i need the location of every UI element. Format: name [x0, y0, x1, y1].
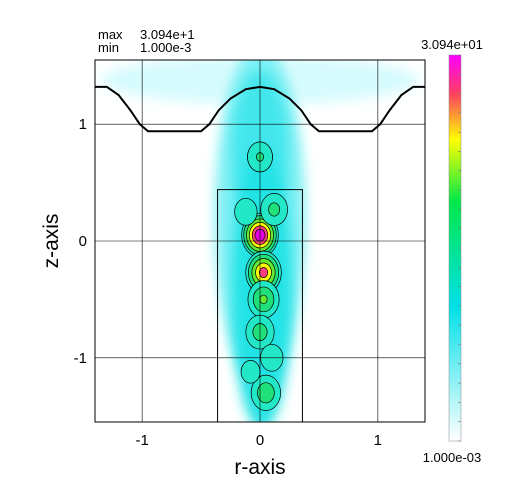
colorbar-ticks — [458, 54, 461, 442]
hotspot — [234, 197, 258, 226]
plot-frame — [94, 59, 426, 423]
min-label: min — [98, 40, 119, 55]
hotspot — [250, 374, 281, 411]
y-tick-label: -1 — [74, 350, 87, 367]
boundary-outline — [95, 85, 425, 133]
hotspot — [260, 193, 288, 226]
x-tick-label: -1 — [135, 432, 148, 449]
x-tick-label: 0 — [256, 432, 264, 449]
y-tick-label: 0 — [79, 233, 87, 250]
max-value: 3.094e+1 — [140, 27, 195, 42]
min-value: 1.000e-3 — [140, 40, 191, 55]
y-tick-label: 1 — [79, 116, 87, 133]
x-axis-title: r-axis — [234, 456, 285, 479]
x-tick-label: 1 — [374, 432, 382, 449]
max-label: max — [98, 27, 123, 42]
grid — [95, 60, 425, 422]
colorbar-min-label: 1.000e-03 — [423, 450, 482, 465]
hotspot — [240, 360, 261, 384]
hotspot — [245, 250, 282, 295]
colorbar-max-label: 3.094e+01 — [421, 37, 483, 52]
hotspot — [247, 280, 280, 319]
y-axis-title: z-axis — [40, 214, 63, 269]
